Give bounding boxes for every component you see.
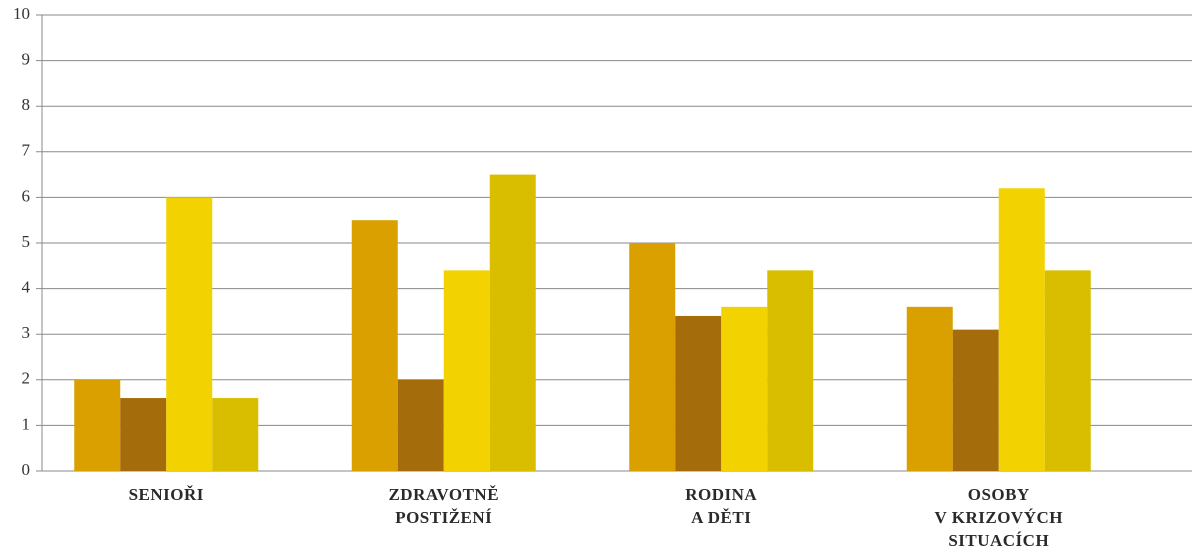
bar [675, 315, 722, 471]
y-tick-label: 8 [22, 95, 31, 114]
y-tick-label: 3 [22, 323, 31, 342]
y-tick-label: 2 [22, 369, 31, 388]
x-tick-label: ZDRAVOTNĚ POSTIŽENÍ [388, 485, 500, 527]
y-tick-label: 1 [22, 414, 31, 433]
bar [397, 379, 444, 471]
bar [629, 243, 676, 471]
y-tick-label: 0 [22, 460, 31, 479]
bar [1044, 270, 1091, 471]
x-tick-label: SENIOŘI [128, 485, 204, 504]
bar [906, 306, 953, 471]
bar [721, 306, 768, 471]
bar [166, 197, 213, 471]
y-tick-label: 5 [22, 232, 31, 251]
bar [443, 270, 490, 471]
y-tick-label: 10 [13, 4, 30, 23]
bar [952, 329, 999, 471]
bar [767, 270, 814, 471]
bar [351, 220, 398, 471]
y-tick-label: 9 [22, 50, 31, 69]
bar [74, 379, 121, 471]
y-tick-label: 6 [22, 186, 31, 205]
bar [489, 174, 536, 471]
bar [998, 188, 1045, 471]
x-tick-label: OSOBY V KRIZOVÝCH SITUACÍCH [934, 485, 1063, 550]
bar [212, 398, 259, 471]
y-tick-label: 7 [22, 141, 31, 160]
y-tick-label: 4 [22, 278, 31, 297]
x-tick-label: RODINA A DĚTI [685, 485, 758, 527]
bar [120, 398, 167, 471]
